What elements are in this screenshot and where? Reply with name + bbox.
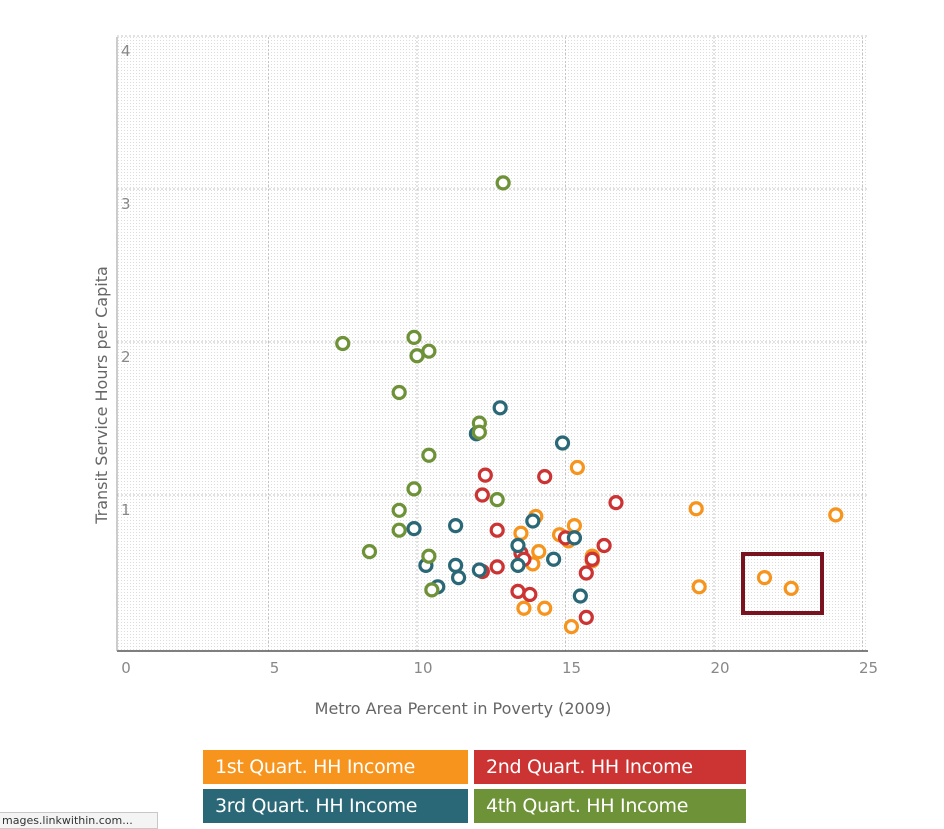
data-point: [391, 384, 407, 401]
legend-item[interactable]: 3rd Quart. HH Income: [203, 789, 468, 823]
x-tick-label: 5: [270, 659, 280, 677]
data-point: [510, 583, 526, 599]
data-point: [566, 517, 583, 534]
data-points: [335, 175, 844, 635]
data-point: [489, 522, 505, 538]
data-point: [477, 467, 493, 483]
highlight-box: [741, 552, 824, 615]
data-point: [531, 544, 547, 560]
data-point: [537, 469, 553, 485]
data-point: [522, 586, 538, 603]
legend-label: 2nd Quart. HH Income: [486, 756, 693, 778]
plot-background: [117, 37, 868, 651]
data-point: [691, 579, 707, 595]
data-point: [554, 435, 571, 451]
data-point: [471, 424, 487, 440]
data-point: [688, 501, 704, 517]
data-point: [510, 557, 526, 573]
status-bar: mages.linkwithin.com...: [0, 812, 158, 829]
data-point: [421, 343, 437, 359]
x-tick-label: 15: [562, 659, 581, 677]
data-point: [578, 609, 594, 626]
data-point: [409, 348, 425, 364]
data-point: [578, 565, 594, 581]
data-point: [391, 502, 407, 518]
data-point: [537, 600, 553, 616]
y-axis-label: Transit Service Hours per Capita: [92, 266, 111, 525]
data-point: [448, 557, 464, 573]
data-point: [608, 495, 624, 511]
data-point: [495, 175, 511, 191]
x-axis-label: Metro Area Percent in Poverty (2009): [315, 699, 612, 718]
y-tick-label: 1: [121, 501, 131, 519]
data-point: [489, 491, 505, 508]
data-point: [406, 521, 422, 537]
data-point: [572, 588, 588, 604]
y-tick-label: 4: [121, 42, 131, 60]
data-point: [424, 582, 440, 598]
data-point: [474, 487, 490, 503]
x-tick-labels: 0 5 10 15 20 25: [121, 659, 878, 677]
data-point: [510, 537, 526, 554]
legend-item[interactable]: 2nd Quart. HH Income: [474, 750, 746, 784]
data-point: [756, 570, 773, 586]
grid-lines: [117, 35, 868, 651]
data-point: [828, 507, 844, 523]
legend-label: 3rd Quart. HH Income: [215, 795, 418, 817]
data-point: [406, 481, 422, 497]
data-point: [525, 513, 541, 529]
data-point: [569, 459, 585, 476]
status-url: mages.linkwithin.com...: [2, 814, 133, 827]
y-tick-label: 2: [121, 348, 131, 366]
y-tick-label: 3: [121, 195, 131, 213]
legend-label: 4th Quart. HH Income: [486, 795, 689, 817]
data-point: [471, 562, 487, 578]
data-point: [584, 551, 600, 567]
data-point: [566, 530, 583, 546]
legend-item[interactable]: 4th Quart. HH Income: [474, 789, 746, 823]
legend-label: 1st Quart. HH Income: [215, 756, 415, 778]
data-point: [492, 400, 508, 416]
data-point: [516, 600, 532, 616]
data-point: [421, 447, 437, 463]
data-point: [546, 551, 562, 567]
data-point: [563, 618, 580, 635]
data-point: [450, 570, 467, 586]
data-point: [421, 548, 437, 564]
data-point: [489, 559, 505, 575]
x-tick-label: 0: [121, 659, 131, 677]
data-point: [361, 544, 378, 560]
data-point: [513, 525, 529, 541]
data-point: [391, 522, 407, 538]
legend-item[interactable]: 1st Quart. HH Income: [203, 750, 468, 784]
data-point: [783, 580, 799, 596]
y-tick-labels: 1 2 3 4: [121, 42, 131, 519]
data-point: [448, 517, 464, 534]
data-point: [596, 537, 612, 554]
data-point: [406, 329, 422, 346]
x-tick-label: 20: [710, 659, 729, 677]
data-point: [335, 335, 351, 352]
x-tick-label: 25: [859, 659, 878, 677]
x-tick-label: 10: [413, 659, 432, 677]
